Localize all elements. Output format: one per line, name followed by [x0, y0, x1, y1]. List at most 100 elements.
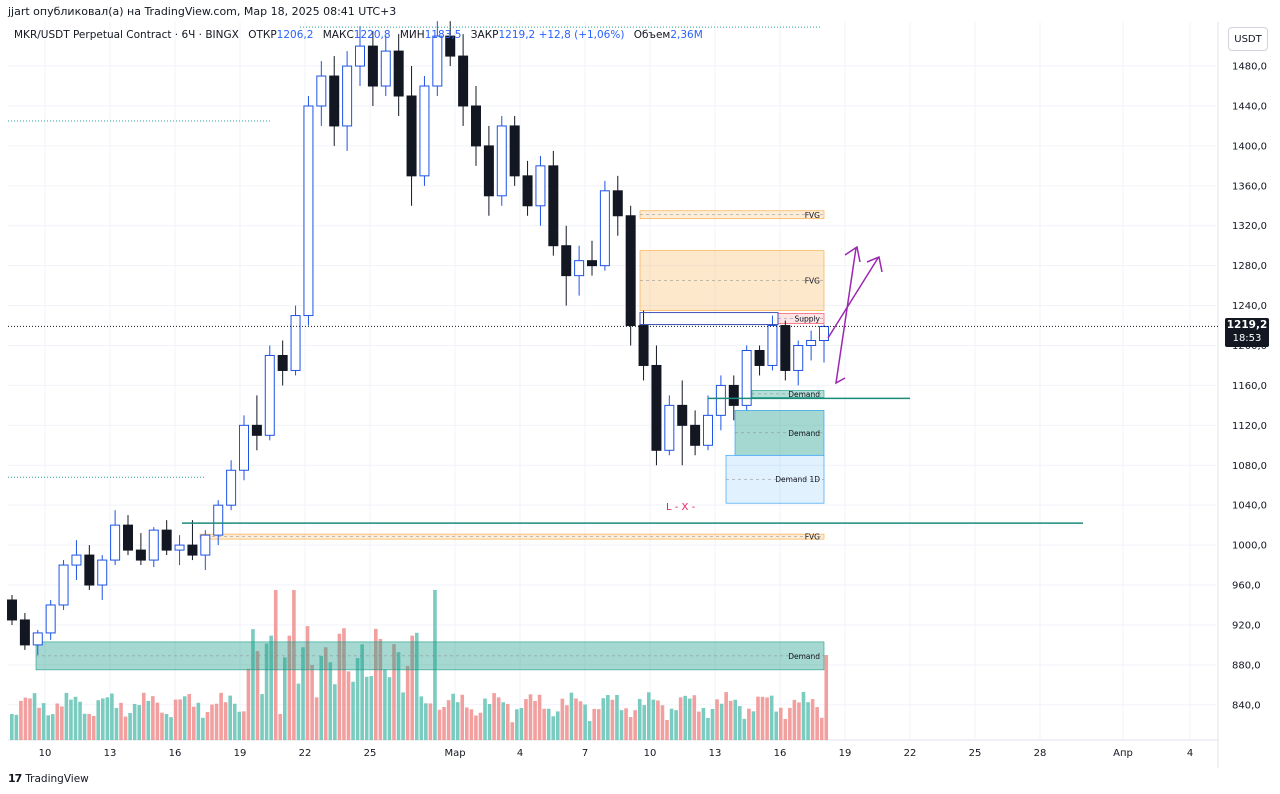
volume-bar	[810, 699, 815, 740]
last-price-value: 1219,2	[1226, 319, 1268, 331]
volume-bar	[101, 698, 105, 740]
volume-bar	[219, 692, 223, 740]
price-tick-label: 1320,0	[1232, 221, 1267, 232]
time-tick-label: 13	[104, 748, 117, 759]
symbol-name[interactable]: MKR/USDT Perpetual Contract · 6Ч · BINGX	[14, 29, 239, 41]
candle-body	[574, 260, 585, 277]
tradingview-logo[interactable]: 17 TradingView	[8, 772, 89, 785]
time-tick-label: 22	[904, 748, 917, 759]
volume-bar	[305, 626, 310, 740]
volume-bar	[533, 700, 537, 740]
bar-countdown: 18:53	[1232, 333, 1262, 344]
candle-body	[483, 145, 494, 197]
volume-bar	[46, 715, 50, 740]
candle-body	[342, 65, 353, 127]
price-tick-label: 1400,0	[1232, 141, 1267, 152]
volume-bar	[465, 707, 469, 740]
volume-bar	[774, 711, 778, 740]
volume-bar	[264, 643, 269, 740]
volume-bar	[656, 700, 660, 740]
volume-bar	[337, 633, 342, 740]
annotations: L - X -	[8, 26, 1218, 524]
candle-body	[496, 125, 507, 197]
volume-bar	[637, 698, 642, 740]
candle-body	[419, 85, 430, 177]
candle-body	[264, 354, 275, 436]
zone-label: FVG	[805, 533, 820, 542]
symbol-legend: MKR/USDT Perpetual Contract · 6Ч · BINGX…	[14, 29, 703, 41]
volume-bar	[164, 713, 169, 740]
time-axis: 10 13 16 19 22 25 Мар 4 7 10 13 16 19 22 25 28 Апр 4	[39, 748, 1194, 759]
candle-body	[677, 404, 688, 426]
currency-button[interactable]: USDT	[1228, 27, 1268, 51]
volume-bar	[82, 713, 87, 740]
zone-label: FVG	[805, 211, 820, 220]
volume-bar	[287, 635, 292, 740]
volume-bar	[546, 708, 551, 740]
volume-bar	[474, 715, 478, 740]
volume-bar	[91, 715, 96, 740]
volume-bar	[128, 713, 132, 740]
volume-bar	[273, 590, 278, 740]
volume-bar	[738, 706, 742, 740]
volume-bar	[242, 711, 246, 740]
time-tick-label: 28	[1034, 748, 1047, 759]
price-axis: 840,0 880,0 920,0 960,0 1000,0 1040,0 1080,0 11…	[1232, 62, 1267, 712]
volume-bar	[742, 718, 747, 740]
arrow-up-right	[827, 257, 879, 339]
volume-bar	[283, 657, 287, 740]
volume-bar	[428, 703, 433, 740]
volume-bar	[173, 699, 178, 740]
volume-bar	[678, 697, 683, 740]
volume-bar	[628, 717, 633, 740]
candle-body	[123, 524, 133, 551]
candle-body	[741, 349, 752, 406]
open-value: 1206,2	[276, 29, 314, 41]
volume-bar	[10, 714, 14, 740]
candle-body	[651, 364, 662, 451]
volume-bar	[442, 707, 446, 740]
volume-bar	[369, 676, 374, 740]
low-value: 1183,5	[424, 29, 462, 41]
candle-body	[432, 35, 443, 87]
volume-bar	[260, 694, 264, 740]
zone-label: Demand 1D	[775, 475, 820, 484]
price-tick-label: 1240,0	[1232, 301, 1267, 312]
volume-bar	[396, 652, 401, 740]
volume-bar	[301, 647, 305, 740]
time-tick-label: 13	[709, 748, 722, 759]
volume-bar	[333, 684, 337, 740]
candle-body	[7, 599, 17, 621]
volume-bar	[788, 707, 792, 740]
volume-bar	[296, 683, 301, 740]
zone-label: Demand	[788, 429, 820, 438]
candle-body	[213, 504, 224, 536]
candle-body	[97, 559, 108, 586]
low-label: МИН	[399, 29, 425, 41]
volume-value: 2,36M	[670, 29, 703, 41]
candle-body	[239, 424, 249, 471]
volume-bar	[783, 718, 788, 740]
candle-body	[561, 245, 572, 277]
volume-bar	[701, 707, 706, 740]
volume-bar	[123, 716, 128, 740]
volume-bar	[587, 721, 592, 740]
candle-body	[819, 326, 829, 342]
volume-bar	[201, 717, 205, 740]
volume-bar	[182, 696, 187, 740]
candle-body	[638, 325, 649, 366]
zone-label: Demand	[788, 390, 820, 399]
candle-body	[380, 50, 391, 87]
time-tick-label: 19	[839, 748, 852, 759]
tradingview-logo-text: TradingView	[25, 772, 89, 785]
volume-bar	[765, 697, 769, 740]
volume-bar	[724, 692, 728, 740]
volume-bar	[601, 698, 606, 740]
volume-bar	[323, 647, 328, 740]
price-tick-label: 1280,0	[1232, 261, 1267, 272]
volume-bar	[64, 692, 69, 740]
price-tick-label: 1160,0	[1232, 381, 1267, 392]
volume-bar	[492, 693, 496, 740]
zone-demand	[35, 641, 825, 671]
